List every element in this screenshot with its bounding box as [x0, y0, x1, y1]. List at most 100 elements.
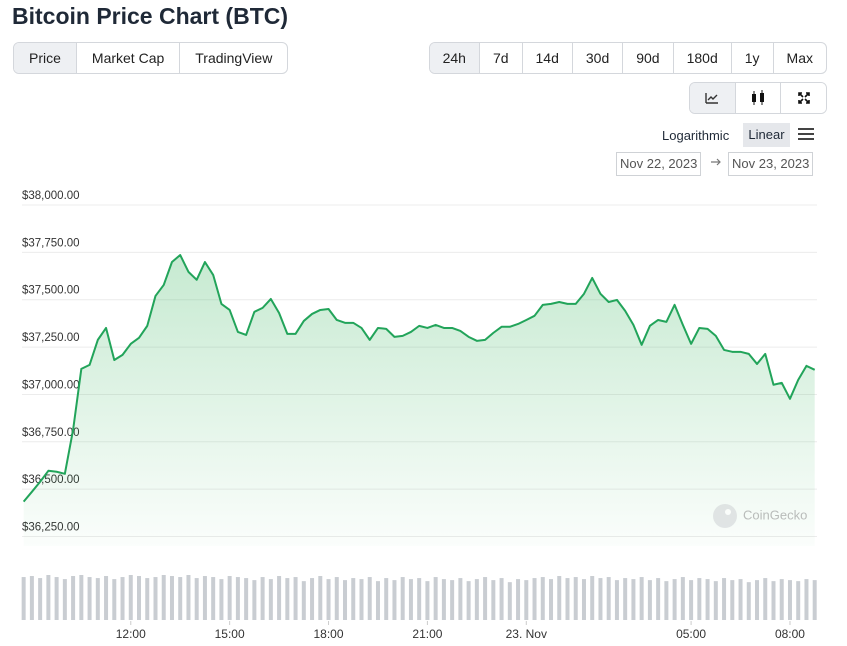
watermark-text: CoinGecko [743, 507, 807, 522]
volume-bar [713, 581, 718, 620]
volume-bar [87, 577, 92, 620]
volume-bar [268, 579, 273, 620]
volume-bar [656, 578, 661, 620]
y-tick-label: $37,000.00 [22, 379, 80, 391]
volume-bar [318, 576, 323, 620]
volume-bar [252, 580, 257, 620]
volume-bar [227, 576, 232, 620]
volume-bar [763, 578, 768, 620]
volume-bar [112, 579, 117, 620]
volume-bar [697, 578, 702, 620]
arrow-icon [711, 158, 721, 166]
volume-bar [425, 581, 430, 620]
volume-bar [343, 580, 348, 620]
volume-bar [722, 578, 727, 620]
volume-bar [532, 578, 537, 620]
volume-bar [351, 578, 356, 620]
range-button[interactable]: 90d [622, 43, 672, 73]
volume-bar [573, 577, 578, 620]
tab[interactable]: Market Cap [75, 43, 179, 73]
y-tick-label: $37,250.00 [22, 332, 80, 344]
x-tick-label: 05:00 [676, 627, 706, 641]
volume-bar [606, 577, 611, 620]
volume-bar [507, 582, 512, 620]
volume-bar [95, 578, 100, 620]
volume-bar [260, 577, 265, 620]
line-chart-button[interactable] [690, 83, 735, 113]
volume-bar [161, 575, 166, 620]
volume-bar [565, 578, 570, 620]
candle-chart-button[interactable] [734, 83, 781, 113]
range-button[interactable]: 24h [429, 43, 479, 73]
volume-bar [293, 577, 298, 620]
volume-bar [326, 579, 331, 620]
linear-option[interactable]: Linear [743, 123, 790, 147]
volume-bar [29, 576, 34, 620]
volume-bar [796, 581, 801, 620]
volume-bar [104, 576, 109, 620]
volume-bar [211, 577, 216, 620]
y-tick-label: $36,750.00 [22, 427, 80, 439]
icon [705, 93, 719, 104]
icon [797, 92, 810, 104]
volume-bar [771, 581, 776, 620]
volume-bar [730, 580, 735, 620]
tab[interactable]: Price [14, 43, 76, 73]
volume-bar [301, 581, 306, 620]
volume-bar [466, 581, 471, 620]
volume-bar [277, 576, 282, 620]
fullscreen-button[interactable] [780, 83, 826, 113]
volume-bar [21, 577, 26, 620]
volume-bar [62, 579, 67, 620]
volume-bar [590, 576, 595, 620]
volume-bar [458, 578, 463, 620]
volume-bar [235, 577, 240, 620]
tab[interactable]: TradingView [179, 43, 287, 73]
volume-bar [194, 578, 199, 620]
volume-bar [400, 577, 405, 620]
volume-bar [79, 575, 84, 620]
volume-bar [120, 577, 125, 620]
volume-bar [516, 579, 521, 620]
menu-icon[interactable] [797, 127, 815, 141]
volume-bar [631, 579, 636, 620]
volume-bar [71, 576, 76, 620]
volume-bar [680, 577, 685, 620]
range-group: 24h 7d 14d 30d 90d 180d 1y Max [428, 42, 827, 74]
volume-bar [334, 577, 339, 620]
range-button[interactable]: 1y [730, 43, 773, 73]
x-tick-label: 23. Nov [506, 627, 547, 641]
volume-bar [359, 579, 364, 620]
volume-bar [779, 579, 784, 620]
tab-group: Price Market Cap TradingView [13, 42, 289, 74]
volume-bar [524, 580, 529, 620]
volume-bar [450, 580, 455, 620]
x-tick-label: 15:00 [215, 627, 245, 641]
volume-bar [375, 581, 380, 620]
volume-bar [755, 580, 760, 620]
date-from[interactable]: Nov 22, 2023 [616, 152, 702, 176]
volume-bar [623, 578, 628, 620]
volume-bar [557, 576, 562, 620]
volume-bar [137, 576, 142, 620]
range-button[interactable]: 30d [571, 43, 622, 73]
x-tick-label: 18:00 [314, 627, 344, 641]
range-button[interactable]: 7d [478, 43, 522, 73]
log-option[interactable]: Logarithmic [662, 128, 730, 143]
volume-bar [614, 580, 619, 620]
volume-bar [367, 577, 372, 620]
x-tick-label: 12:00 [116, 627, 146, 641]
range-button[interactable]: 180d [672, 43, 731, 73]
date-to[interactable]: Nov 23, 2023 [728, 152, 814, 176]
x-tick-label: 08:00 [775, 627, 805, 641]
volume-bar [746, 582, 751, 620]
range-button[interactable]: 14d [521, 43, 572, 73]
volume-bar [54, 577, 59, 620]
volume-bar [128, 575, 133, 620]
volume-bar [433, 577, 438, 620]
volume-bar [647, 580, 652, 620]
volume-bar [202, 576, 207, 620]
range-button[interactable]: Max [772, 43, 826, 73]
volume-bar [441, 579, 446, 620]
